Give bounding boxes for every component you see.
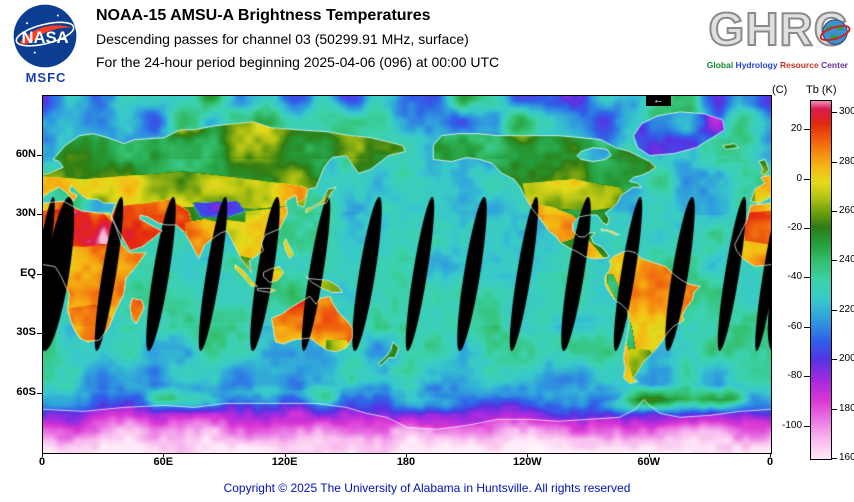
colorbar-celsius-tick-label: -40 [787, 271, 802, 283]
x-axis-label: 180 [396, 456, 416, 468]
colorbar-kelvin-tick [832, 359, 837, 360]
colorbar-kelvin-tick-label: 300 [839, 106, 854, 118]
x-axis-label: 0 [38, 456, 46, 468]
x-axis-label: 120W [512, 456, 542, 468]
colorbar-celsius-tick [804, 277, 810, 278]
nasa-logo-text: NASA [21, 28, 68, 47]
colorbar-kelvin-tick-label: 160 [839, 452, 854, 463]
x-axis-label: 0 [766, 456, 774, 468]
map-frame [42, 95, 772, 454]
colorbar-kelvin-tick [832, 211, 837, 212]
colorbar-kelvin-tick-label: 260 [839, 205, 854, 217]
colorbar-celsius-tick [804, 376, 810, 377]
colorbar-celsius-tick-label: -20 [787, 222, 802, 234]
copyright-footer: Copyright © 2025 The University of Alaba… [223, 481, 631, 495]
colorbar-celsius-tick-label: -100 [781, 419, 802, 431]
x-axis-label: 120E [271, 456, 298, 468]
y-axis-tick [37, 393, 42, 394]
colorbar-kelvin-tick-label: 240 [839, 254, 854, 266]
ghrc-tagline-word: Center [818, 60, 848, 70]
y-axis-label: 30S [16, 326, 36, 338]
colorbar-celsius-tick [804, 426, 810, 427]
ghrc-tagline-word: Hydrology [733, 60, 778, 70]
celsius-scale-label: (C) [772, 84, 788, 96]
colorbar-kelvin-tick [832, 458, 837, 459]
x-axis-tick [163, 453, 164, 457]
colorbar-celsius-tick [804, 179, 810, 180]
colorbar-kelvin-tick-label: 220 [839, 303, 854, 315]
colorbar-kelvin-tick [832, 409, 837, 410]
orbit-direction-arrow: ← [646, 95, 671, 106]
y-axis-label: 60N [15, 147, 36, 160]
ghrc-logo: GHRC Global Hydrology Resource Center [678, 3, 851, 86]
colorbar [810, 100, 832, 460]
colorbar-kelvin-tick [832, 162, 837, 163]
colorbar-celsius-tick [804, 327, 810, 328]
colorbar-kelvin-tick-label: 200 [839, 353, 854, 365]
y-axis-tick [37, 214, 42, 215]
ghrc-globe-icon [820, 19, 851, 45]
msfc-label: MSFC [25, 70, 67, 85]
y-axis-tick [37, 333, 42, 334]
colorbar-kelvin-tick-label: 280 [839, 155, 854, 167]
colorbar-celsius-tick [804, 228, 810, 229]
colorbar-celsius-tick-label: 20 [790, 123, 802, 135]
ghrc-tagline: Global Hydrology Resource Center [707, 60, 848, 70]
x-axis-label: 60W [637, 456, 660, 468]
colorbar-kelvin-tick [832, 112, 837, 113]
colorbar-kelvin-tick-label: 180 [839, 402, 854, 414]
ghrc-tagline-word: Resource [777, 60, 819, 70]
y-axis-label: 60S [16, 385, 36, 398]
x-axis-tick [42, 453, 43, 457]
ghrc-tagline-word: Global [706, 60, 734, 70]
x-axis-tick [649, 453, 650, 457]
kelvin-scale-label: Tb (K) [806, 84, 837, 96]
x-axis-tick [770, 453, 771, 457]
subtitle-line-2: For the 24-hour period beginning 2025-04… [96, 54, 500, 70]
colorbar-celsius-tick-label: 0 [796, 172, 802, 184]
x-axis-tick [285, 453, 286, 457]
colorbar-kelvin-tick [832, 310, 837, 311]
colorbar-kelvin-tick [832, 260, 837, 261]
x-axis-tick [527, 453, 528, 457]
x-axis-tick [406, 453, 407, 457]
y-axis-label: 30N [15, 207, 36, 219]
brightness-temperature-map [43, 96, 771, 453]
subtitle-line-1: Descending passes for channel 03 (50299.… [96, 31, 469, 47]
y-axis-tick [37, 274, 42, 275]
y-axis-label: EQ [20, 266, 36, 279]
x-axis-label: 60E [153, 456, 174, 468]
colorbar-celsius-tick [804, 129, 810, 130]
page-title: NOAA-15 AMSU-A Brightness Temperatures [96, 7, 431, 24]
y-axis-tick [37, 155, 42, 156]
nasa-logo: NASA [13, 4, 77, 68]
colorbar-celsius-tick-label: -80 [787, 370, 802, 382]
colorbar-celsius-tick-label: -60 [787, 320, 802, 332]
